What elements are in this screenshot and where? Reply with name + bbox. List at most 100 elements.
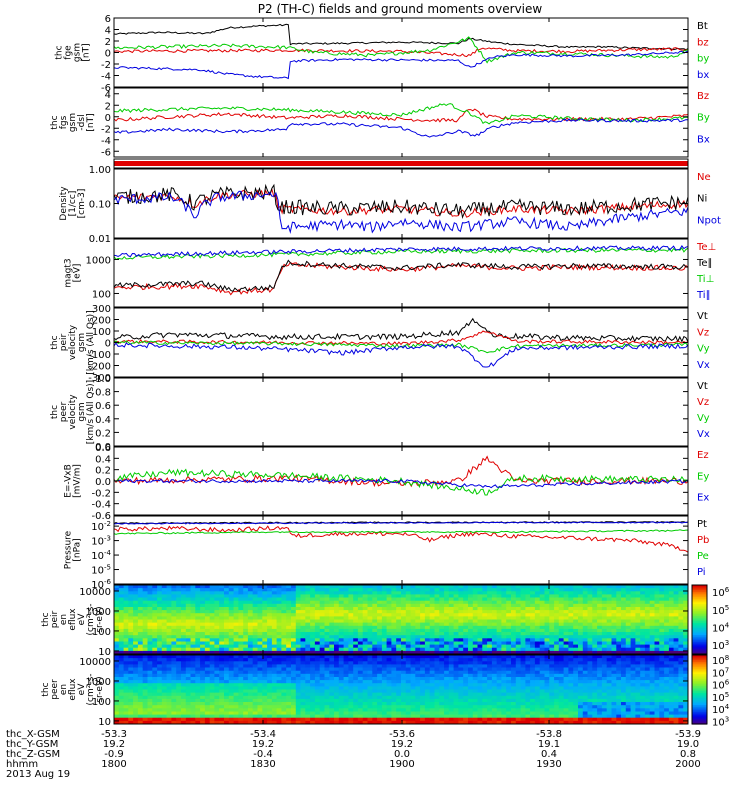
tick-label: 2 (105, 101, 111, 112)
tick-label: 0.4 (95, 415, 111, 426)
y-label-line: [nT] (86, 113, 96, 131)
tick-label: 100 (92, 697, 111, 708)
legend-Bx: Bx (697, 134, 710, 145)
legend-by: by (697, 54, 709, 65)
time-row-value: 0.4 (541, 749, 557, 760)
y-label-line: Pressure (64, 530, 74, 569)
tick-label: 300 (92, 304, 111, 315)
panel: 106 105 104 103 10000 1000 100 10 thc peir en eflux… (41, 584, 730, 658)
y-label-line: [cm-3] (77, 189, 87, 219)
y-label-line: velocity (68, 324, 78, 360)
tick-label: 2 (105, 37, 111, 48)
series-group (114, 317, 688, 368)
series-group (114, 183, 688, 234)
tick-label: 10-2 (91, 520, 111, 533)
legend-Vt: Vt (697, 381, 708, 392)
series-line-Te∥ (114, 259, 688, 293)
time-row-value: 0.0 (394, 749, 410, 760)
legend-Te⊥: Te⊥ (696, 242, 716, 253)
legend-Vt: Vt (697, 311, 708, 322)
legend-Ti∥: Ti∥ (696, 290, 711, 301)
tick-label: 0.6 (95, 401, 111, 412)
legend-Ni: Ni (697, 194, 707, 205)
tick-label: 0.2 (95, 466, 111, 477)
panel-frame (113, 168, 689, 239)
series-line-Ti∥ (114, 245, 688, 258)
legend-Vx: Vx (697, 429, 710, 440)
spectrogram (114, 585, 688, 654)
series-line-Ez (114, 455, 688, 488)
tick-label: 1.0 (95, 374, 111, 385)
time-row-value: 0.8 (680, 749, 696, 760)
tick-label: 0 (105, 49, 111, 60)
y-label-line: eflux (68, 678, 78, 701)
y-label-line: (cm²-s- (86, 603, 96, 635)
series-line-Te⊥ (114, 261, 688, 296)
series-line-Pb (114, 525, 688, 553)
time-row-value: 1800 (101, 759, 126, 770)
legend: Te⊥ Te∥ Ti⊥ Ti∥ (696, 242, 716, 301)
time-row-value: -53.4 (250, 729, 276, 740)
legend-Pi: Pi (697, 567, 706, 578)
tick-label: 103 (712, 716, 729, 729)
time-row-value: -0.9 (104, 749, 124, 760)
series-group (114, 23, 688, 80)
tick-label: 6 (105, 14, 111, 25)
series-line-Ex (114, 478, 688, 489)
tick-label: 105 (712, 691, 729, 704)
time-row-label: thc_Y-GSM (6, 739, 58, 750)
y-axis-label: Pressure [nPa] (64, 530, 83, 569)
time-row-value: -53.8 (536, 729, 562, 740)
series-line-Bx (114, 118, 688, 138)
time-row-value: 1900 (389, 759, 414, 770)
y-ticks: 1000 100 (86, 239, 689, 307)
time-row-label: thc_X-GSM (6, 729, 60, 740)
tick-label: 0.4 (95, 454, 111, 465)
tick-label: 1000 (86, 677, 111, 688)
panel-frame (113, 238, 689, 308)
tick-label: 0.2 (95, 428, 111, 439)
legend: Vt Vz Vy Vx (697, 311, 710, 371)
legend-Pe: Pe (697, 551, 709, 562)
tick-label: 100 (92, 289, 111, 300)
legend-Ex: Ex (697, 493, 709, 504)
series-line-Vt (114, 317, 688, 343)
legend-Vy: Vy (697, 344, 710, 355)
series-group (114, 103, 688, 138)
y-label-line: [km/s (All Qs)] (86, 310, 96, 374)
y-ticks: 10000 1000 100 10 (79, 655, 689, 728)
y-label-line: peir (50, 610, 60, 628)
tick-label: 100 (92, 327, 111, 338)
time-row-value: 2000 (675, 759, 700, 770)
legend-Ez: Ez (697, 450, 709, 461)
legend: Bt bz by bx (697, 21, 709, 81)
series-line-Vx (114, 342, 688, 368)
legend-Ey: Ey (697, 471, 709, 482)
tick-label: 1000 (86, 255, 111, 266)
figure-title: P2 (TH-C) fields and ground moments over… (258, 2, 543, 16)
series-line-By (114, 103, 688, 125)
tick-label: 0 (105, 113, 111, 124)
y-label-line: thc (55, 45, 65, 59)
tick-label: 10-6 (91, 578, 111, 591)
time-row-value: 19.0 (677, 739, 699, 750)
y-label-line: (cm²-s- (86, 673, 96, 705)
date-label: 2013 Aug 19 (6, 769, 70, 780)
y-axis-label: thc peer velocity gsm [km/s (All Qs)] (50, 380, 96, 444)
y-label-line: fgs (59, 115, 69, 129)
y-label-line: gsm (73, 43, 83, 62)
colorbar: 106 105 104 103 (691, 584, 730, 655)
legend-bx: bx (697, 70, 709, 81)
tick-label: 104 (712, 703, 730, 716)
panel: Ne Ni Npot 1.00 0.10 0.01 Density [1/cc] [cm-3] (59, 165, 721, 245)
y-label-line: thc (50, 335, 60, 349)
series-line-Ey (114, 468, 688, 496)
legend: Ez Ey Ex (697, 450, 709, 504)
panel-frame (113, 515, 689, 585)
legend-Pb: Pb (697, 535, 709, 546)
